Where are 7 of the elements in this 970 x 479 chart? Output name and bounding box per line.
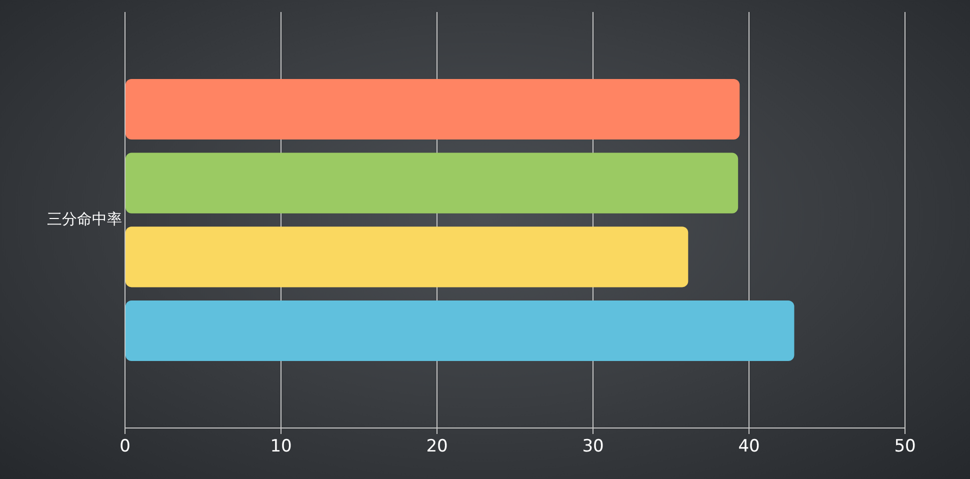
x-tick-label: 20 xyxy=(426,436,448,457)
x-tick-label: 40 xyxy=(738,436,760,457)
x-tick-label: 10 xyxy=(270,436,292,457)
y-tick-label: 三分命中率 xyxy=(47,210,122,228)
x-tick-label: 30 xyxy=(582,436,604,457)
x-tick-label: 0 xyxy=(120,436,130,457)
x-tick-label: 50 xyxy=(894,436,916,457)
